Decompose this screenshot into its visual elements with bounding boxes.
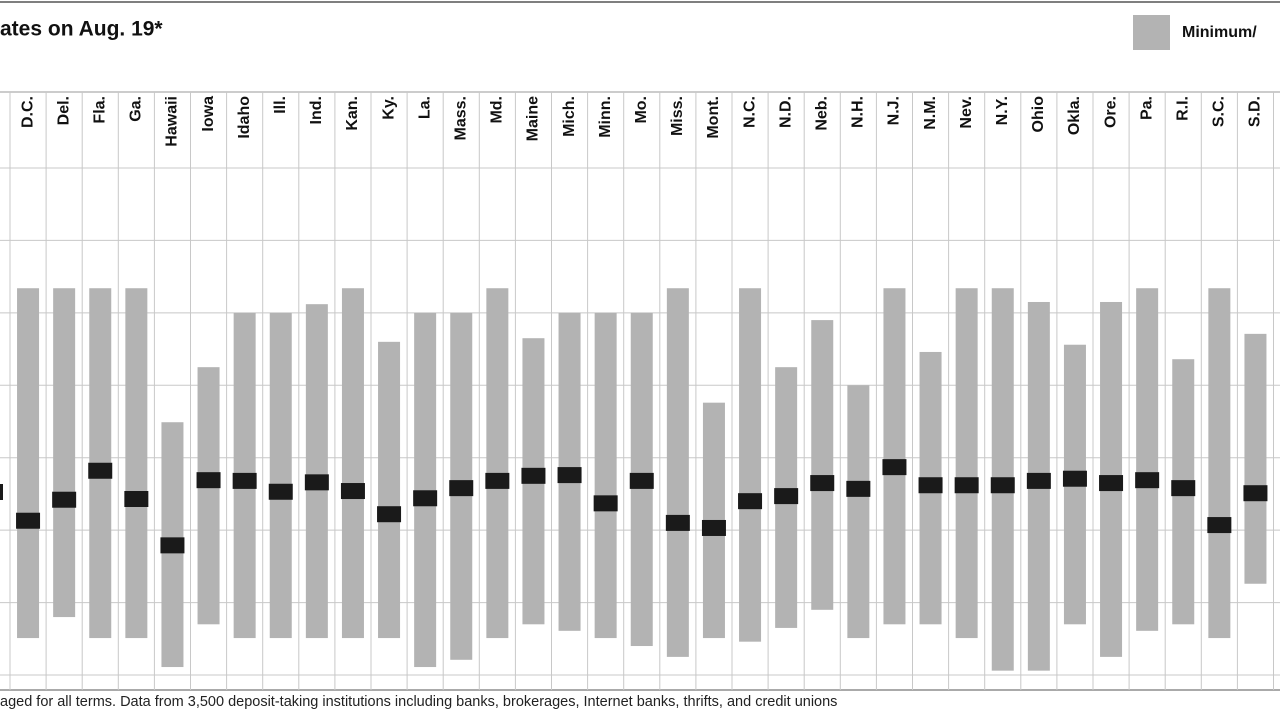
average-marker (1135, 472, 1160, 489)
range-bar (1244, 333, 1267, 584)
x-tick-label: Ohio (1030, 96, 1047, 133)
legend-label: Minimum/ (1182, 24, 1257, 41)
x-tick-label: Nev. (958, 96, 975, 129)
average-marker (268, 483, 293, 500)
x-tick-label: Mont. (705, 96, 722, 139)
chart-title: ates on Aug. 19* (0, 18, 163, 41)
range-bar (955, 288, 978, 639)
x-tick-label: Minn. (597, 96, 614, 138)
x-tick-label: Pa. (1138, 96, 1155, 120)
average-marker (196, 472, 221, 489)
x-tick-label: D.C. (19, 96, 36, 128)
x-tick-label: Ga. (128, 96, 145, 122)
x-tick-label: Miss. (669, 96, 686, 136)
x-tick-label: Iowa (200, 96, 217, 132)
average-marker (954, 477, 979, 494)
average-marker (665, 514, 690, 531)
x-tick-label: S.C. (1211, 96, 1228, 127)
average-marker (1062, 470, 1087, 487)
x-tick-label: Mo. (633, 96, 650, 124)
average-marker (774, 488, 799, 505)
x-tick-label: Del. (55, 96, 72, 125)
average-marker (449, 480, 474, 497)
range-bar (739, 288, 762, 642)
range-bar (1136, 288, 1159, 631)
average-marker (1243, 485, 1268, 502)
x-tick-label: Maine (525, 96, 542, 141)
average-marker (16, 512, 41, 529)
x-tick-label: S.D. (1247, 96, 1264, 127)
x-tick-label: Mass. (452, 96, 469, 140)
range-bar (305, 304, 328, 639)
average-marker (232, 472, 257, 489)
average-marker (918, 477, 943, 494)
x-tick-label: Hawaii (164, 96, 181, 147)
average-marker (557, 467, 582, 484)
range-bar (414, 312, 437, 668)
x-tick-label: Ill. (272, 96, 289, 114)
x-tick-label: Neb. (813, 96, 830, 131)
range-bar (378, 341, 401, 639)
x-tick-label: Ind. (308, 96, 325, 124)
average-marker (810, 475, 835, 492)
average-marker (521, 467, 546, 484)
x-tick-label: Ore. (1102, 96, 1119, 128)
range-bar (125, 288, 148, 639)
average-marker (1207, 517, 1232, 534)
average-marker (882, 459, 907, 476)
x-tick-label: N.J. (886, 96, 903, 125)
average-marker (160, 537, 185, 554)
x-tick-label: La. (416, 96, 433, 119)
average-marker (52, 491, 77, 508)
x-tick-label: N.Y. (994, 96, 1011, 125)
average-marker (701, 519, 726, 536)
range-bar (847, 385, 870, 639)
average-marker (377, 506, 402, 523)
x-tick-label: N.C. (741, 96, 758, 128)
x-tick-label: N.D. (777, 96, 794, 128)
average-marker (1171, 480, 1196, 497)
x-tick-label: N.M. (922, 96, 939, 130)
legend-swatch (1133, 15, 1170, 50)
average-marker (413, 490, 438, 507)
range-bar (341, 288, 364, 639)
average-marker (485, 472, 510, 489)
range-bar (53, 288, 76, 618)
x-tick-label: Md. (489, 96, 506, 124)
average-marker (88, 462, 113, 479)
average-marker (738, 493, 763, 510)
range-bar (269, 312, 292, 639)
x-tick-label: Fla. (91, 96, 108, 124)
average-marker (629, 472, 654, 489)
range-bar (883, 288, 906, 625)
average-marker (124, 490, 149, 507)
x-tick-label: Ky. (380, 96, 397, 120)
footnote: aged for all terms. Data from 3,500 depo… (0, 694, 837, 710)
average-marker (846, 480, 871, 497)
average-marker (1099, 475, 1124, 492)
average-marker (340, 483, 365, 500)
average-marker (304, 474, 329, 491)
x-tick-label: Okla. (1066, 96, 1083, 135)
cropped-marker (0, 484, 3, 500)
range-bar (17, 288, 40, 639)
range-bar (666, 288, 689, 657)
range-bar (197, 367, 220, 625)
x-tick-label: Kan. (344, 96, 361, 131)
average-marker (990, 477, 1015, 494)
range-bar (811, 320, 834, 610)
x-tick-label: N.H. (850, 96, 867, 128)
range-bar (486, 288, 509, 639)
x-tick-label: R.I. (1174, 96, 1191, 121)
range-bar (594, 312, 617, 639)
x-tick-label: Mich. (561, 96, 578, 137)
range-bar (1208, 288, 1231, 639)
x-tick-label: Idaho (236, 96, 253, 139)
average-marker (1026, 472, 1051, 489)
average-marker (593, 495, 618, 512)
